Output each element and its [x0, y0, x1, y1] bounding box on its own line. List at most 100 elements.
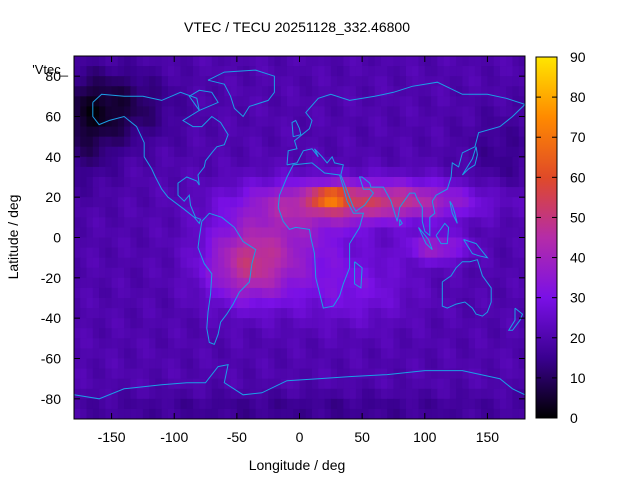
heatmap-cell	[518, 156, 525, 168]
heatmap-cell	[443, 247, 451, 259]
heatmap-cell	[399, 96, 407, 108]
heatmap-cell	[149, 227, 157, 239]
heatmap-cell	[418, 277, 426, 289]
heatmap-cell	[374, 56, 382, 67]
heatmap-cell	[199, 298, 207, 309]
heatmap-cell	[443, 66, 451, 77]
heatmap-cell	[424, 116, 432, 128]
heatmap-cell	[280, 308, 288, 319]
heatmap-cell	[412, 368, 420, 380]
heatmap-cell	[186, 86, 194, 97]
heatmap-cell	[330, 408, 338, 419]
heatmap-cell	[218, 378, 225, 390]
heatmap-cell	[136, 398, 144, 410]
heatmap-cell	[249, 207, 257, 218]
heatmap-cell	[337, 378, 344, 390]
heatmap-cell	[286, 227, 294, 239]
heatmap-cell	[293, 277, 301, 289]
heatmap-cell	[293, 136, 301, 148]
heatmap-cell	[180, 146, 188, 158]
heatmap-cell	[99, 166, 106, 178]
heatmap-cell	[155, 338, 163, 350]
heatmap-cell	[130, 116, 138, 128]
heatmap-cell	[99, 217, 106, 229]
heatmap-cell	[142, 378, 150, 390]
heatmap-cell	[224, 267, 232, 279]
heatmap-cell	[186, 408, 194, 419]
heatmap-cell	[99, 328, 106, 339]
heatmap-cell	[111, 368, 119, 380]
heatmap-cell	[312, 388, 319, 400]
heatmap-cell	[387, 298, 395, 309]
heatmap-cell	[280, 76, 288, 87]
heatmap-cell	[355, 318, 363, 329]
heatmap-cell	[474, 247, 482, 259]
heatmap-cell	[462, 197, 470, 208]
heatmap-cell	[161, 227, 169, 239]
heatmap-cell	[512, 187, 520, 198]
heatmap-cell	[211, 328, 219, 339]
heatmap-cell	[330, 328, 338, 339]
heatmap-cell	[155, 166, 163, 178]
heatmap-cell	[337, 257, 344, 269]
heatmap-cell	[186, 398, 194, 410]
heatmap-cell	[149, 277, 157, 289]
coastline-south-america	[197, 212, 257, 346]
heatmap-cell	[199, 56, 207, 67]
heatmap-cell	[193, 378, 200, 390]
heatmap-cell	[343, 298, 351, 309]
heatmap-cell	[399, 227, 407, 239]
heatmap-cell	[130, 177, 138, 188]
heatmap-cell	[268, 318, 276, 329]
heatmap-cell	[261, 247, 269, 259]
heatmap-cell	[468, 308, 476, 319]
heatmap-cell	[193, 136, 200, 148]
heatmap-cell	[324, 247, 332, 259]
heatmap-cell	[368, 338, 376, 350]
heatmap-cell	[387, 398, 395, 410]
heatmap-cell	[117, 388, 125, 400]
heatmap-cell	[443, 348, 451, 360]
heatmap-cell	[174, 106, 182, 118]
heatmap-cell	[405, 378, 413, 390]
colorbar-tick-label: 30	[570, 290, 586, 306]
heatmap-cell	[506, 56, 514, 67]
heatmap-cell	[224, 348, 232, 360]
coastline-borneo	[435, 222, 450, 245]
heatmap-cell	[468, 388, 476, 400]
heatmap-cell	[99, 408, 106, 419]
heatmap-cell	[499, 318, 507, 329]
heatmap-cell	[493, 177, 501, 188]
coastline-greenland	[207, 69, 275, 118]
heatmap-cell	[199, 156, 207, 168]
heatmap-cell	[418, 76, 426, 87]
heatmap-cell	[481, 257, 489, 269]
heatmap-cell	[274, 408, 282, 419]
heatmap-cell	[412, 116, 420, 128]
heatmap-cell	[142, 338, 150, 350]
heatmap-cell	[149, 197, 157, 208]
heatmap-cell	[224, 298, 232, 309]
heatmap-cell	[318, 197, 326, 208]
heatmap-cell	[117, 106, 125, 118]
heatmap-cell	[449, 257, 457, 269]
heatmap-cell	[105, 308, 113, 319]
heatmap-cell	[481, 207, 489, 218]
heatmap-cell	[405, 237, 413, 249]
heatmap-cell	[481, 308, 489, 319]
heatmap-cell	[99, 388, 106, 400]
heatmap-cell	[431, 136, 438, 148]
heatmap-cell	[330, 136, 338, 148]
heatmap-cell	[199, 388, 207, 400]
heatmap-cell	[405, 408, 413, 419]
heatmap-cell	[92, 257, 100, 269]
heatmap-cell	[86, 277, 94, 289]
heatmap-cell	[186, 348, 194, 360]
heatmap-cell	[312, 378, 319, 390]
heatmap-cell	[224, 398, 232, 410]
heatmap-cell	[431, 338, 438, 350]
heatmap-area	[74, 56, 525, 419]
heatmap-cell	[99, 348, 106, 360]
heatmap-cell	[142, 217, 150, 229]
heatmap-cell	[155, 187, 163, 198]
